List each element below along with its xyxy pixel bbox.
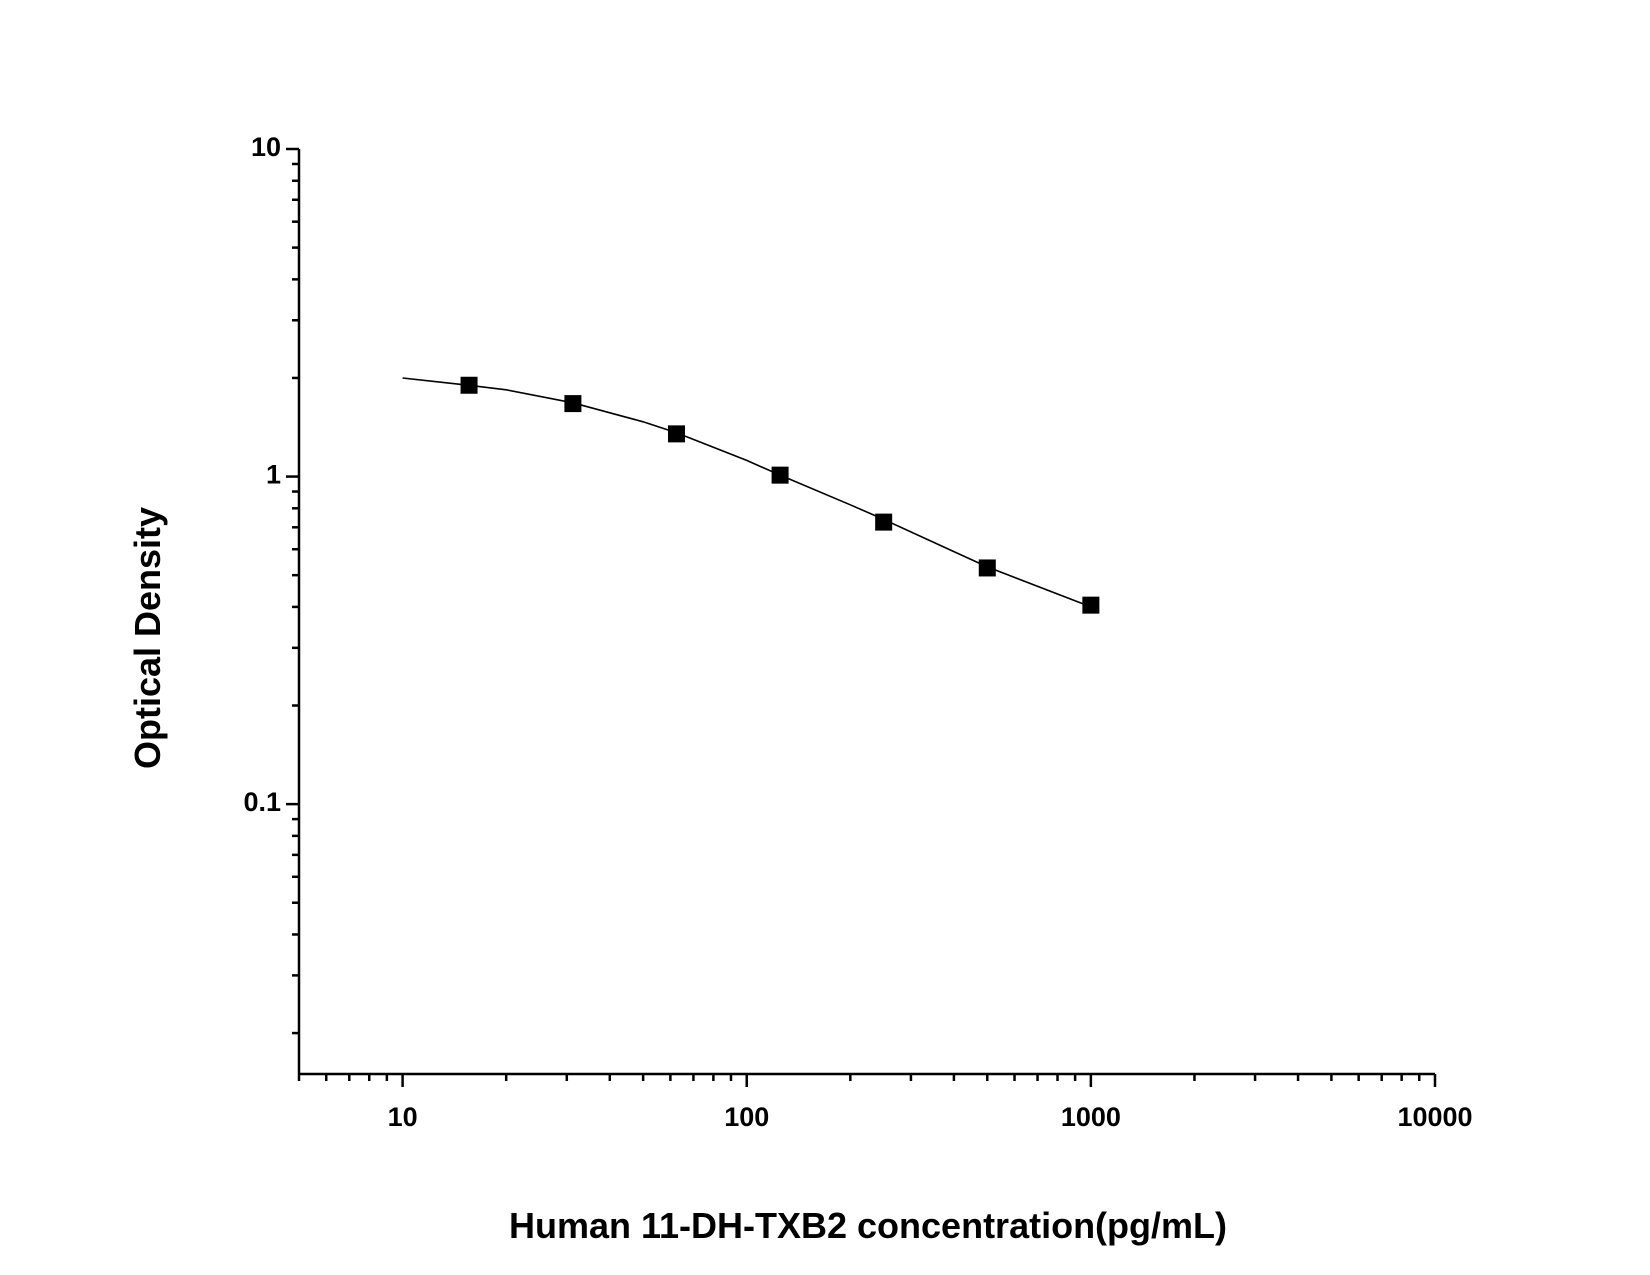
y-tick-label: 1 bbox=[266, 460, 281, 490]
y-axis-title: Optical Density bbox=[127, 507, 168, 769]
data-point bbox=[875, 513, 893, 531]
x-axis-title: Human 11-DH-TXB2 concentration(pg/mL) bbox=[509, 1205, 1227, 1246]
x-tick-label: 10000 bbox=[1397, 1102, 1472, 1132]
x-tick-label: 10 bbox=[388, 1102, 418, 1132]
fit-curve bbox=[402, 377, 1092, 608]
y-tick-label: 0.1 bbox=[243, 787, 281, 817]
data-point bbox=[460, 376, 478, 394]
data-point bbox=[1082, 596, 1100, 614]
data-point bbox=[564, 395, 582, 413]
x-tick-label: 1000 bbox=[1061, 1102, 1121, 1132]
data-point bbox=[667, 425, 685, 443]
y-tick-label: 10 bbox=[251, 132, 281, 162]
data-point bbox=[978, 559, 996, 577]
data-point bbox=[771, 466, 789, 484]
x-tick-label: 100 bbox=[724, 1102, 769, 1132]
